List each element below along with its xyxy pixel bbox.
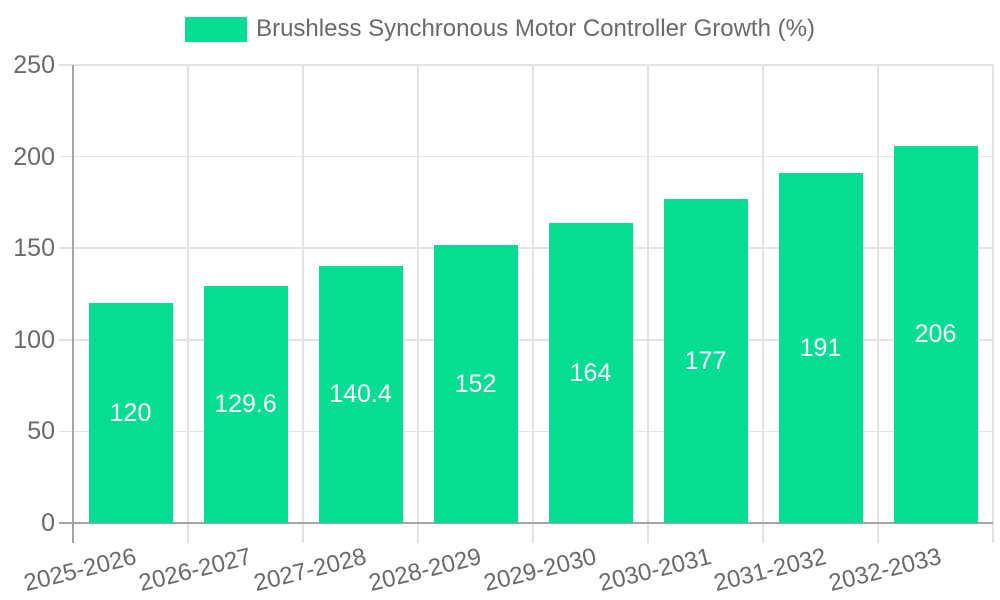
y-tick-label: 150 (13, 234, 55, 263)
x-tick-label: 2031-2032 (710, 543, 829, 597)
y-tick-label: 0 (41, 509, 55, 537)
y-tick-label: 200 (13, 142, 55, 171)
x-gridline (647, 65, 649, 543)
x-gridline (532, 65, 534, 543)
x-gridline (992, 65, 994, 543)
y-gridline (59, 64, 993, 66)
x-gridline (302, 65, 304, 543)
x-gridline (877, 65, 879, 543)
x-gridline (417, 65, 419, 543)
y-gridline (59, 430, 993, 433)
x-tick-label: 2028-2029 (365, 543, 484, 597)
bar-value-label: 152 (454, 369, 497, 398)
y-gridline (59, 155, 993, 158)
bar-value-label: 206 (914, 320, 957, 349)
x-gridline (187, 65, 189, 543)
bar-value-label: 164 (569, 358, 612, 387)
y-gridline (59, 247, 993, 249)
bar (663, 198, 748, 523)
bar-value-label: 129.6 (214, 390, 277, 419)
bar-value-label: 120 (109, 399, 152, 428)
x-gridline (762, 65, 764, 543)
x-tick-label: 2025-2026 (20, 543, 139, 597)
y-tick-label: 100 (13, 325, 55, 354)
bar-value-label: 177 (684, 346, 727, 375)
bar (893, 145, 978, 523)
bar (433, 244, 518, 523)
x-tick-label: 2027-2028 (250, 543, 369, 597)
bar (778, 173, 863, 523)
y-axis-line (72, 65, 74, 543)
y-tick-label: 50 (27, 417, 55, 446)
y-gridline (59, 339, 993, 341)
bar (203, 285, 288, 523)
x-tick-label: 2029-2030 (480, 543, 599, 597)
bar-value-label: 191 (799, 334, 842, 363)
x-tick-label: 2032-2033 (825, 543, 944, 597)
bar-value-label: 140.4 (329, 380, 392, 409)
y-tick-label: 250 (13, 51, 55, 79)
bar (88, 303, 173, 523)
x-tick-label: 2026-2027 (135, 543, 254, 597)
bar (318, 265, 403, 523)
x-axis-line (59, 522, 993, 524)
legend-swatch (185, 16, 248, 42)
legend[interactable]: Brushless Synchronous Motor Controller G… (0, 15, 1000, 43)
legend-label: Brushless Synchronous Motor Controller G… (256, 15, 815, 42)
bar (548, 222, 633, 523)
x-tick-label: 2030-2031 (595, 543, 714, 597)
